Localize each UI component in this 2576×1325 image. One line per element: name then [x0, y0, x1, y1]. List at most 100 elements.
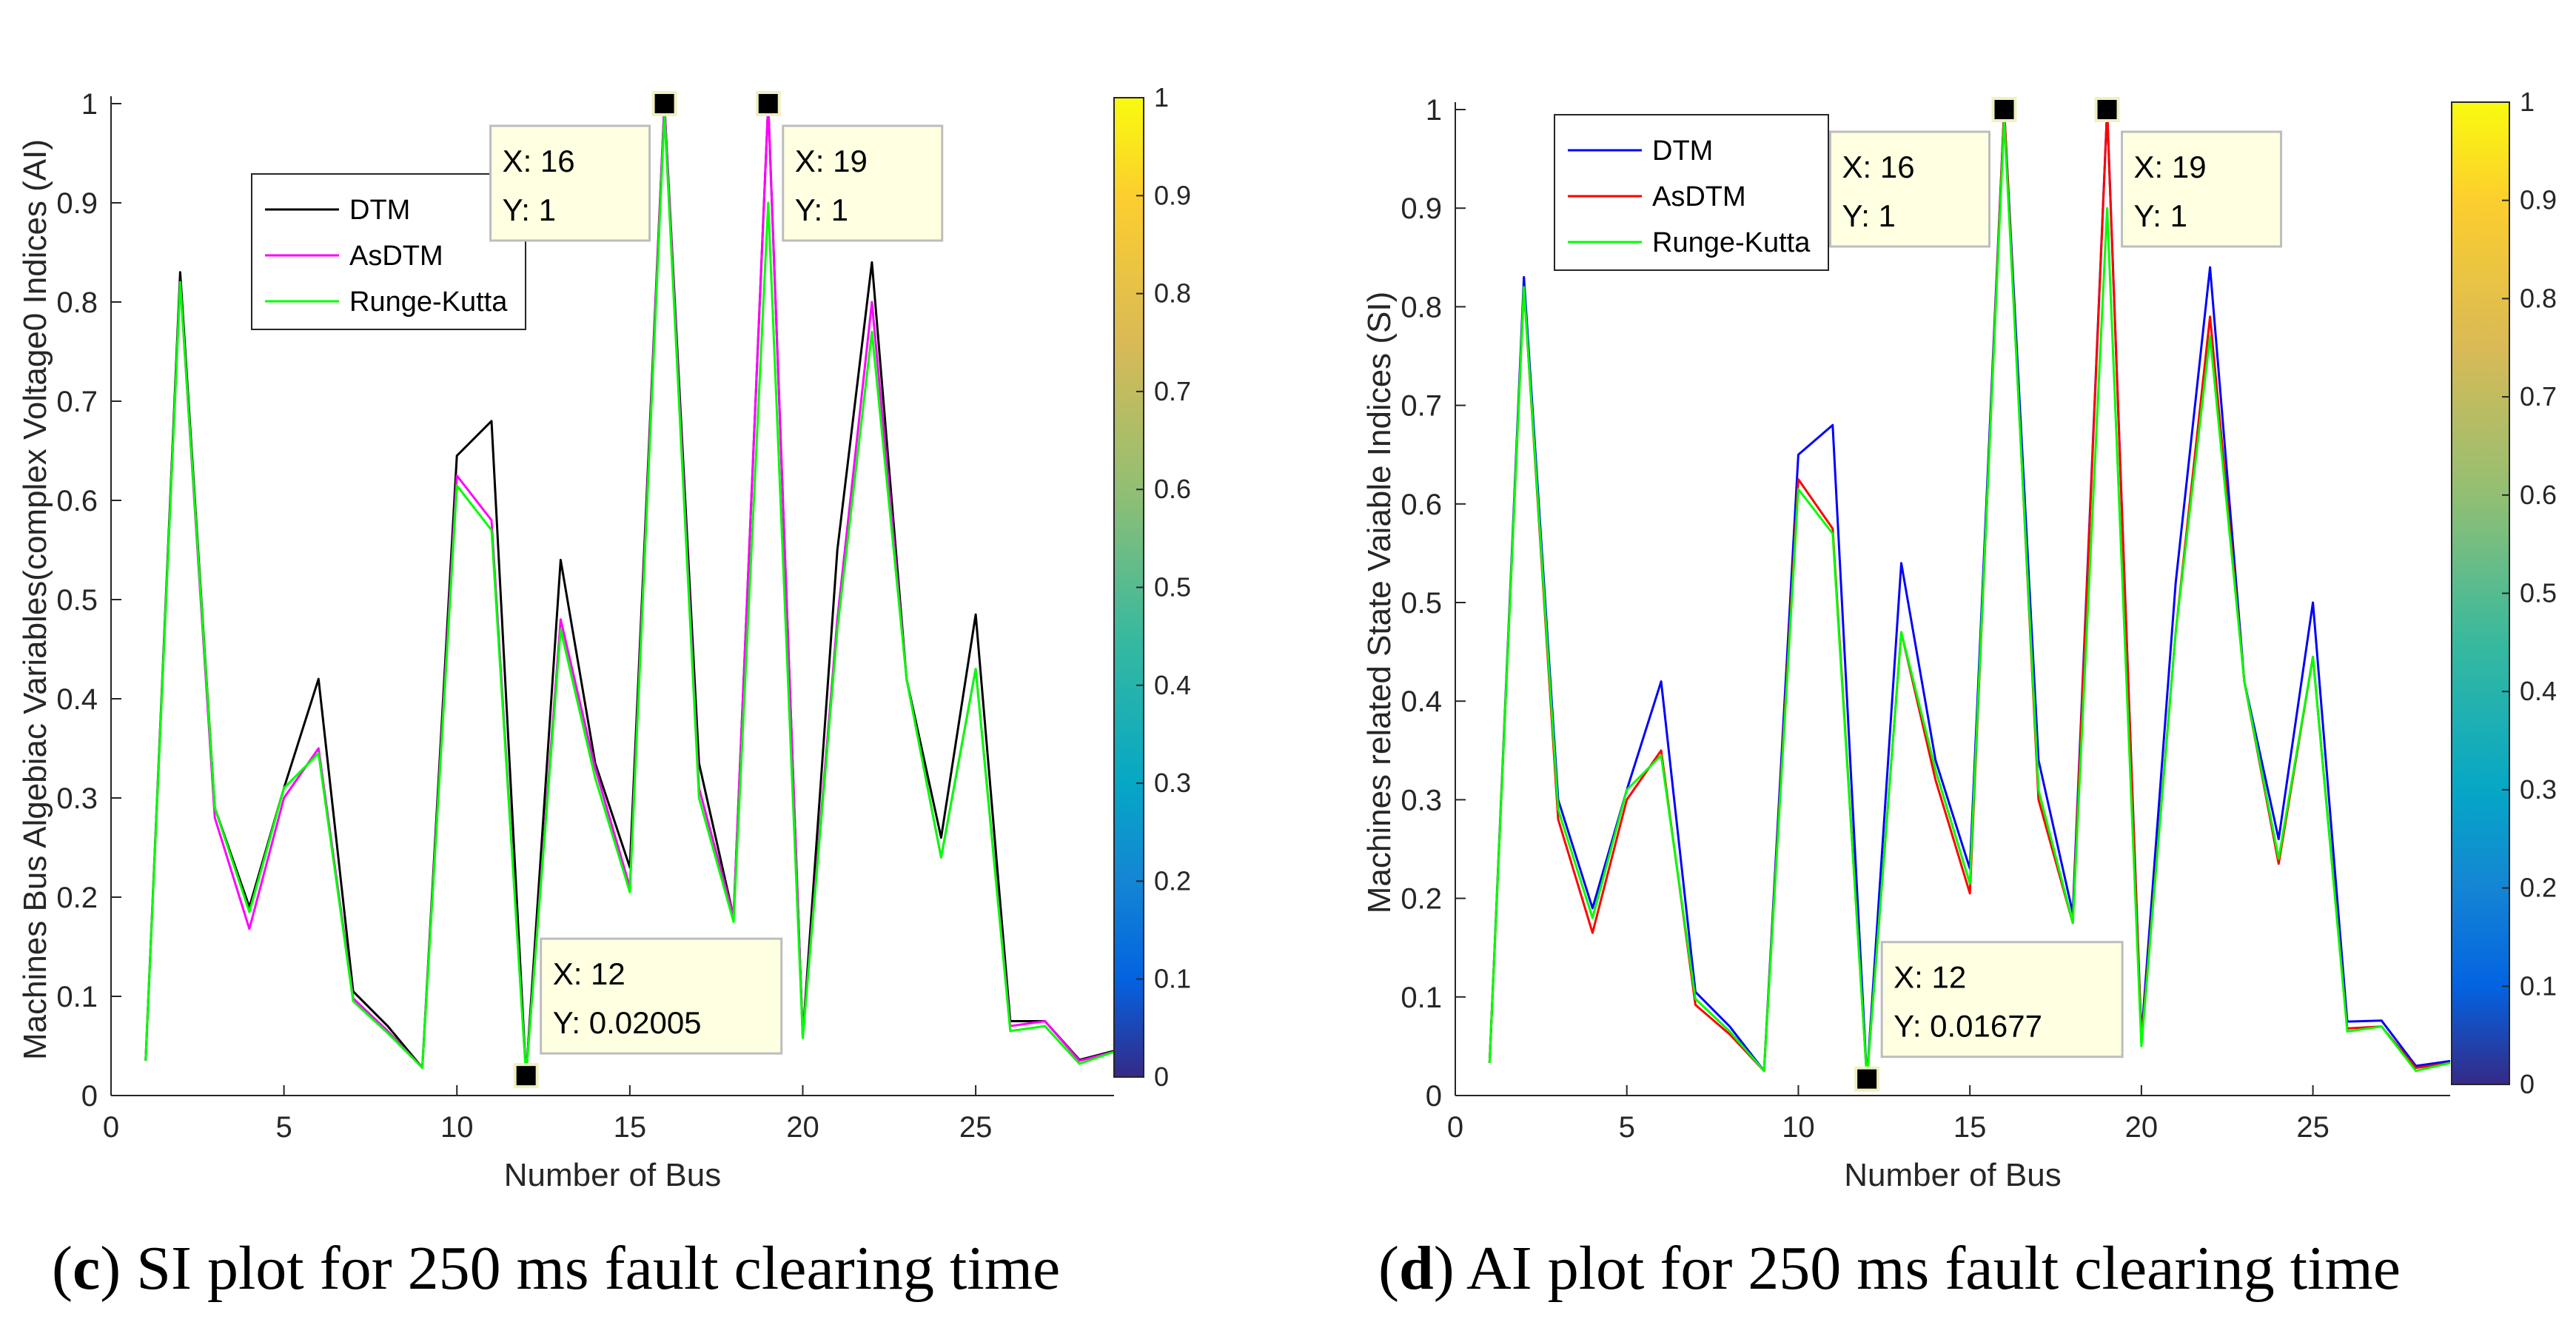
- panel-d-series-runge-kutta: [1488, 118, 2451, 1081]
- panel-d-legend-box: [1554, 114, 1829, 271]
- panel-d-colorbar-tick-label: 0.5: [2520, 578, 2557, 608]
- panel-c-legend-label: DTM: [349, 195, 410, 226]
- panel-d-y-tick-label: 0.4: [1401, 685, 1442, 718]
- panel-c-x-tick-label: 15: [614, 1111, 647, 1144]
- panel-c-colorbar-tick-label: 0.9: [1154, 180, 1191, 210]
- panel-d-y-tick-label: 1: [1426, 94, 1442, 127]
- panel-d-datatip-y-text: Y: 0.01677: [1894, 1009, 2042, 1044]
- panel-c-x-axis-label: Number of Bus: [504, 1157, 721, 1193]
- panel-d-datatip-y-text: Y: 1: [2134, 198, 2187, 233]
- panel-d-chart: 0 5 10 15 20 2500.10.20.30.40.50.60.70.80.91N…: [1361, 87, 2557, 1193]
- panel-d-colorbar-tick-label: 0.8: [2520, 283, 2557, 313]
- panel-d-datatip-box: [1829, 130, 1991, 248]
- panel-d-y-tick-label: 0.6: [1401, 489, 1442, 521]
- panel-d-colorbar-tick-label: 0.4: [2520, 676, 2557, 706]
- panel-c-colorbar-tick-label: 0.3: [1154, 768, 1191, 798]
- panel-d-datatip-x-text: X: 16: [1842, 150, 1915, 184]
- panel-d-colorbar-tick-label: 0.7: [2520, 381, 2557, 412]
- panel-c-colorbar-tick-label: 0.4: [1154, 670, 1191, 700]
- panel-c-colorbar-tick-label: 0: [1154, 1061, 1169, 1092]
- panel-d-y-axis-label: Machines related State Vaiable Indices (…: [1361, 292, 1398, 914]
- panel-d-datatip-box: [1880, 941, 2124, 1059]
- panel-c-y-tick-label: 0.1: [56, 981, 98, 1013]
- panel-c-y-tick-label: 0: [81, 1080, 98, 1113]
- panel-d-y-tick-label: 0.1: [1401, 982, 1442, 1014]
- panel-d-x-tick-label: 20: [2125, 1111, 2159, 1144]
- panel-d-datatip-y-text: Y: 1: [1842, 198, 1896, 233]
- panel-d-colorbar-tick-label: 0.6: [2520, 480, 2557, 510]
- panel-c-x-tick-label: 25: [959, 1111, 993, 1144]
- panel-d-x-tick-label: 10: [1782, 1111, 1815, 1144]
- panel-d-colorbar-tick-label: 0.9: [2520, 185, 2557, 215]
- panel-c-x-tick-label: 5: [275, 1111, 292, 1144]
- panel-d-datatip-x-text: X: 12: [1894, 960, 1966, 995]
- panel-c-x-tick-label: 20: [786, 1111, 819, 1144]
- panel-d-y-tick-label: 0.5: [1401, 587, 1442, 620]
- panel-d-colorbar: [2451, 101, 2510, 1085]
- panel-c-y-tick-label: 0.6: [56, 485, 98, 517]
- panel-c-datatip-y-text: Y: 1: [503, 192, 556, 227]
- caption-d-letter: d: [1398, 1234, 1434, 1303]
- panel-c-y-axis-label: Machines Bus Algebiac Variables(complex …: [17, 139, 53, 1060]
- panel-c-datatip-y-text: Y: 0.02005: [553, 1005, 702, 1040]
- panel-c-datatip-box: [540, 937, 783, 1055]
- panel-c-colorbar-tick-label: 1: [1154, 82, 1169, 113]
- panel-c-datatip-y-text: Y: 1: [795, 192, 848, 227]
- panel-c-colorbar-tick-label: 0.7: [1154, 376, 1191, 406]
- panel-c-series-runge-kutta: [144, 112, 1115, 1077]
- panel-d-y-tick-label: 0: [1426, 1080, 1442, 1113]
- panel-d-y-tick-label: 0.3: [1401, 784, 1442, 816]
- panel-d-y-tick-label: 0.8: [1401, 291, 1442, 323]
- panel-d-datatip-x-text: X: 19: [2134, 150, 2207, 184]
- panel-c-datatip-marker: [755, 91, 781, 116]
- panel-c-colorbar-tick-label: 0.2: [1154, 865, 1191, 896]
- panel-d-x-axis-label: Number of Bus: [1844, 1157, 2061, 1193]
- panel-d-datatip-marker: [2094, 97, 2120, 122]
- panel-c-legend-label: AsDTM: [349, 241, 443, 272]
- panel-c-datatip-box: [489, 124, 651, 242]
- panel-d-colorbar-tick-label: 1: [2520, 87, 2535, 117]
- panel-d-x-tick-label: 25: [2296, 1111, 2330, 1144]
- panel-d-legend-label: DTM: [1652, 135, 1713, 167]
- panel-d-colorbar-tick-label: 0.2: [2520, 873, 2557, 903]
- panel-c-x-tick-label: 10: [440, 1111, 474, 1144]
- panel-c-datatip-x-text: X: 12: [553, 956, 625, 991]
- panel-c-colorbar-tick-label: 0.6: [1154, 474, 1191, 504]
- panel-d-x-tick-label: 5: [1619, 1111, 1635, 1144]
- caption-c: (c) SI plot for 250 ms fault clearing ti…: [52, 1234, 1061, 1303]
- panel-d-x-tick-label: 0: [1447, 1111, 1463, 1144]
- panel-c-legend-label: Runge-Kutta: [349, 286, 508, 318]
- panel-d-y-tick-label: 0.7: [1401, 390, 1442, 423]
- panel-c-datatip-marker: [513, 1063, 539, 1089]
- panel-c-datatip-x-text: X: 16: [503, 144, 575, 178]
- panel-d-colorbar-tick-label: 0.1: [2520, 970, 2557, 1001]
- panel-d-datatip-box: [2121, 130, 2283, 248]
- panel-c-y-tick-label: 0.7: [56, 386, 98, 418]
- panel-c-datatip-box: [782, 124, 944, 242]
- panel-d-datatip-marker: [1991, 97, 2017, 122]
- panel-c-y-tick-label: 0.2: [56, 882, 98, 914]
- panel-c-y-tick-label: 1: [81, 88, 98, 121]
- panel-c-y-tick-label: 0.8: [56, 286, 98, 319]
- panel-d-legend-label: AsDTM: [1652, 181, 1746, 212]
- panel-c-y-tick-label: 0.4: [56, 683, 98, 716]
- caption-d-text: AI plot for 250 ms fault clearing time: [1454, 1234, 2401, 1303]
- caption-c-text: SI plot for 250 ms fault clearing time: [121, 1234, 1061, 1303]
- panel-c-colorbar-tick-label: 0.5: [1154, 572, 1191, 603]
- panel-d-colorbar-tick-label: 0.3: [2520, 774, 2557, 805]
- panel-c-x-tick-label: 0: [103, 1111, 119, 1144]
- panel-c-colorbar-tick-label: 0.8: [1154, 278, 1191, 309]
- panel-c-datatip-marker: [651, 91, 677, 116]
- panel-d-colorbar-tick-label: 0: [2520, 1069, 2535, 1099]
- panel-c-y-tick-label: 0.3: [56, 782, 98, 815]
- panel-c-chart: 0 5 10 15 20 2500.10.20.30.40.50.60.70.80.91N…: [17, 82, 1191, 1193]
- panel-d-datatip-marker: [1854, 1066, 1880, 1092]
- panel-c-legend-box: [251, 173, 526, 330]
- panel-d-legend-label: Runge-Kutta: [1652, 227, 1811, 258]
- panel-c-y-tick-label: 0.5: [56, 584, 98, 617]
- panel-d-y-tick-label: 0.2: [1401, 883, 1442, 916]
- panel-d-x-tick-label: 15: [1953, 1111, 1987, 1144]
- panel-c-datatip-x-text: X: 19: [795, 144, 868, 178]
- panel-c-colorbar-tick-label: 0.1: [1154, 964, 1191, 994]
